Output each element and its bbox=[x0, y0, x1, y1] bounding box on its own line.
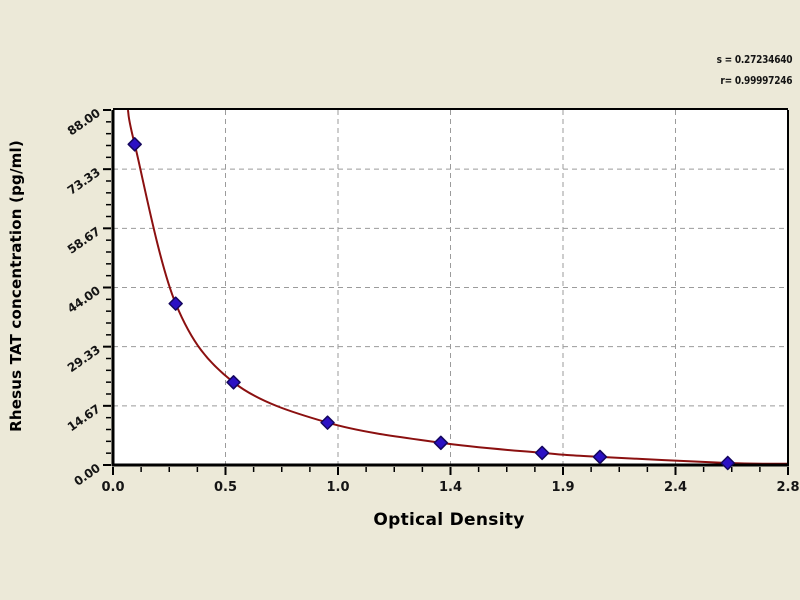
y-tick-label: 73.33 bbox=[65, 165, 103, 197]
y-tick-label: 29.33 bbox=[65, 343, 103, 375]
data-point-marker bbox=[168, 296, 183, 311]
x-tick-label: 2.4 bbox=[664, 480, 687, 495]
fit-s-value: s = 0.27234640 bbox=[716, 53, 792, 66]
x-tick-label: 0.5 bbox=[214, 480, 237, 495]
y-tick-label: 14.67 bbox=[65, 402, 103, 434]
axis-ticks bbox=[103, 109, 789, 475]
plot-frame bbox=[111, 108, 789, 467]
data-point-marker bbox=[534, 445, 550, 461]
x-tick-label: 1.0 bbox=[326, 480, 349, 495]
data-point-marker bbox=[127, 137, 142, 152]
fit-r-value: r= 0.99997246 bbox=[720, 74, 792, 88]
fit-curve bbox=[126, 110, 788, 465]
data-point-marker bbox=[592, 449, 608, 465]
y-tick-label: 88.00 bbox=[65, 106, 103, 138]
x-tick-label: 1.9 bbox=[551, 480, 574, 495]
data-point-marker bbox=[320, 415, 335, 430]
x-tick-label: 1.4 bbox=[439, 480, 462, 495]
data-point-marker bbox=[433, 435, 449, 451]
standard-data-points bbox=[127, 137, 735, 471]
y-tick-label: 0.00 bbox=[71, 461, 102, 489]
x-tick-label: 2.8 bbox=[776, 480, 799, 495]
y-tick-label: 44.00 bbox=[65, 283, 103, 315]
x-tick-label: 0.0 bbox=[101, 480, 124, 495]
y-axis-title: Rhesus TAT concentration (pg/ml) bbox=[7, 140, 25, 432]
gridlines bbox=[113, 110, 788, 465]
data-point-marker bbox=[226, 375, 241, 390]
y-tick-label: 58.67 bbox=[65, 224, 103, 256]
fit-statistics: s = 0.27234640 r= 0.99997246 bbox=[716, 49, 792, 92]
data-point-marker bbox=[720, 455, 735, 471]
x-axis-title: Optical Density bbox=[373, 510, 525, 530]
